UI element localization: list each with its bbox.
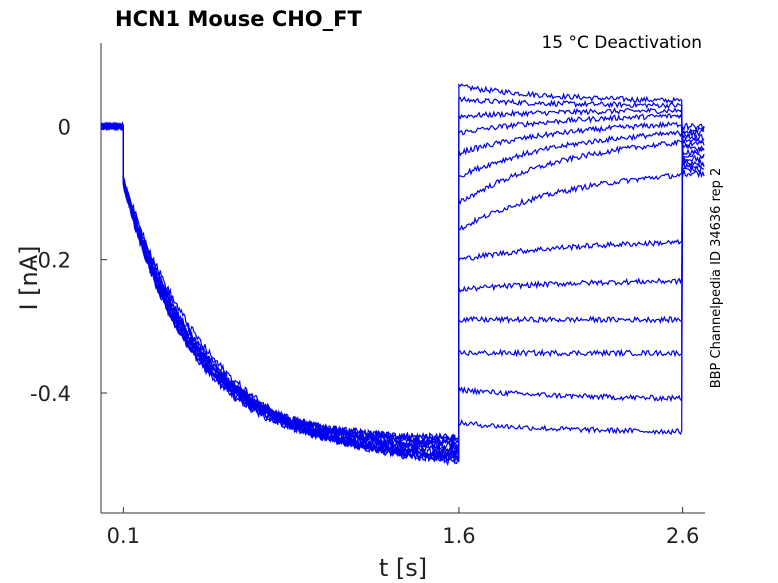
current-trace bbox=[100, 120, 705, 455]
current-trace bbox=[100, 121, 705, 460]
x-ticks: 0.1 1.6 2.6 bbox=[107, 507, 699, 548]
current-trace bbox=[100, 121, 705, 446]
current-trace bbox=[100, 121, 705, 461]
current-trace bbox=[100, 121, 705, 467]
current-trace bbox=[100, 122, 705, 465]
y-tick-label: 0 bbox=[58, 115, 71, 139]
current-trace bbox=[100, 122, 705, 459]
y-tick-label: -0.2 bbox=[30, 249, 71, 273]
current-trace bbox=[100, 122, 705, 462]
current-trace bbox=[100, 96, 705, 445]
y-ticks: 0 -0.2 -0.4 bbox=[30, 115, 107, 406]
chart-title: HCN1 Mouse CHO_FT bbox=[115, 7, 362, 31]
plot-traces bbox=[100, 83, 705, 467]
x-tick-label: 0.1 bbox=[107, 524, 140, 548]
y-axis-label: I [nA] bbox=[15, 245, 43, 310]
current-trace bbox=[100, 83, 705, 444]
side-note: BBP Channelpedia ID 34636 rep 2 bbox=[709, 168, 724, 389]
x-tick-label: 2.6 bbox=[666, 524, 699, 548]
chart-subtitle: 15 °C Deactivation bbox=[541, 33, 702, 53]
y-tick-label: -0.4 bbox=[30, 382, 71, 406]
axes bbox=[100, 43, 705, 514]
x-tick-label: 1.6 bbox=[442, 524, 475, 548]
x-axis-label: t [s] bbox=[379, 554, 427, 582]
current-trace bbox=[100, 122, 705, 454]
